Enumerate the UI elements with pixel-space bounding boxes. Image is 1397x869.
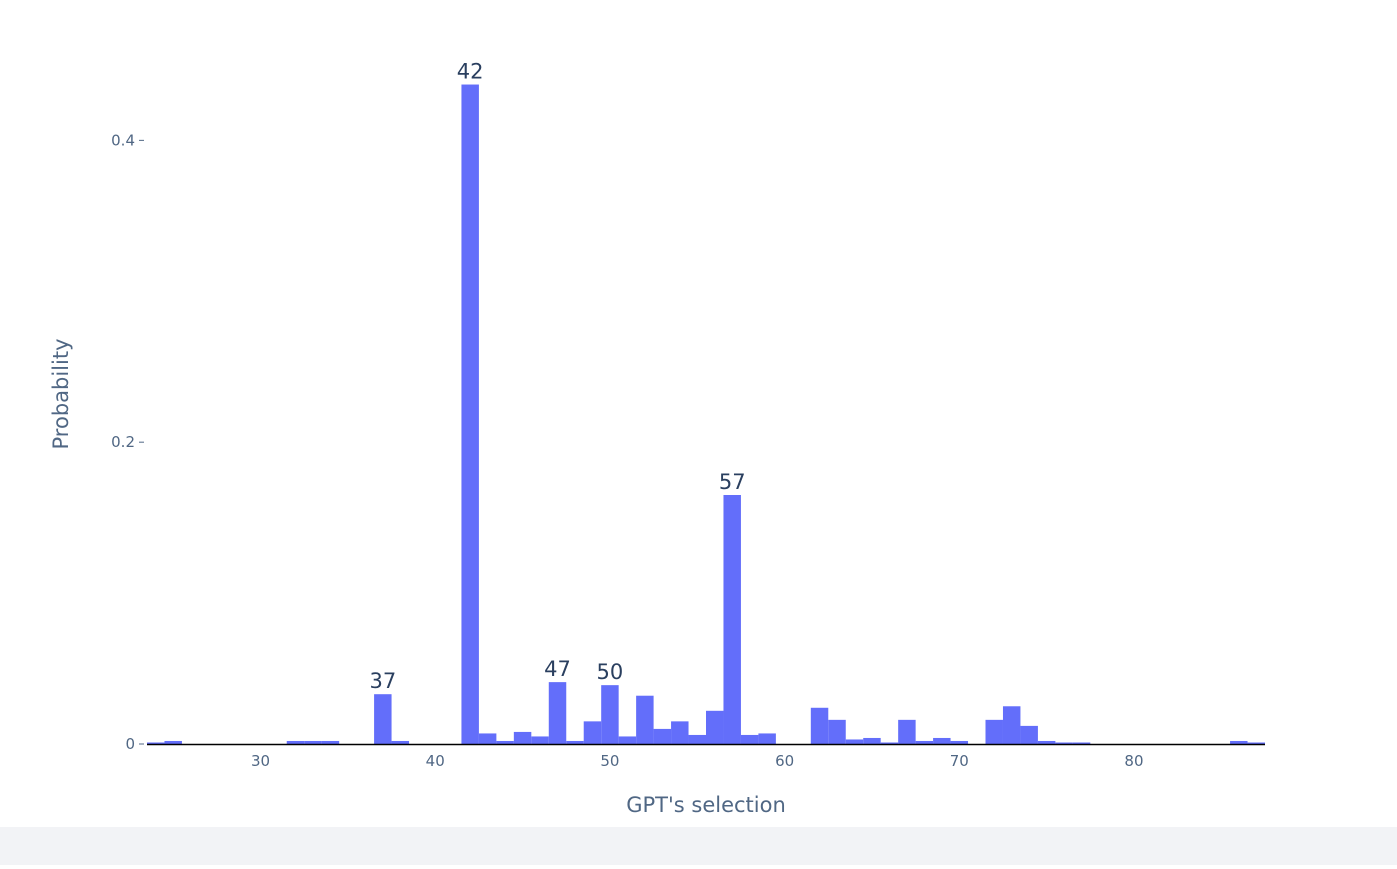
bar-32 [286, 740, 305, 744]
bar-72 [985, 719, 1003, 744]
bar-label-50: 50 [597, 660, 624, 684]
y-tick-labels: 0 0.2 0.4 [111, 131, 144, 753]
x-tick-labels: 30 40 50 60 70 80 [251, 752, 1144, 770]
bar-62 [810, 707, 829, 744]
x-axis-title: GPT's selection [626, 793, 786, 817]
bar-47 [548, 682, 567, 744]
bar-87 [1247, 742, 1265, 744]
bar-73 [1002, 706, 1021, 744]
bar-53 [653, 728, 672, 744]
bar-70 [950, 740, 969, 744]
bar-65 [863, 737, 881, 744]
bar-86 [1230, 740, 1248, 744]
bar-56 [706, 710, 724, 744]
bar-labels-group: 37 42 47 50 57 [369, 60, 745, 694]
bar-54 [671, 721, 689, 744]
bar-37 [374, 694, 392, 744]
x-tick-label-60: 60 [775, 752, 794, 770]
bars-group [147, 84, 1265, 744]
bottom-strip [0, 827, 1397, 865]
bar-74 [1020, 725, 1038, 744]
y-tick-label-0: 0 [125, 735, 135, 753]
bar-51 [618, 736, 637, 744]
bar-34 [321, 740, 340, 744]
bar-48 [566, 740, 584, 744]
bar-46 [531, 736, 549, 744]
bar-50 [601, 685, 619, 744]
bar-55 [688, 734, 706, 744]
bar-69 [933, 737, 951, 744]
bar-66 [880, 742, 899, 744]
y-axis-title: Probability [49, 338, 73, 449]
bar-75 [1037, 740, 1056, 744]
bar-58 [740, 734, 759, 744]
bar-33 [304, 740, 322, 744]
bar-25 [164, 740, 182, 744]
bar-76 [1055, 742, 1073, 744]
bar-43 [478, 733, 497, 744]
y-tick-label-2: 0.4 [111, 131, 135, 149]
bar-67 [898, 719, 916, 744]
bar-64 [845, 739, 864, 744]
x-tick-label-80: 80 [1124, 752, 1143, 770]
bar-label-42: 42 [457, 60, 484, 84]
bar-49 [583, 721, 602, 744]
bar-42 [461, 84, 479, 744]
bar-77 [1072, 742, 1091, 744]
bar-24 [147, 742, 165, 744]
bar-44 [496, 740, 514, 744]
x-tick-label-70: 70 [950, 752, 969, 770]
bar-63 [828, 719, 846, 744]
bar-label-37: 37 [369, 669, 396, 693]
bar-label-47: 47 [544, 657, 571, 681]
bar-label-57: 57 [719, 470, 746, 494]
bar-52 [636, 695, 654, 744]
bar-45 [513, 731, 532, 744]
x-tick-label-40: 40 [426, 752, 445, 770]
x-tick-label-30: 30 [251, 752, 270, 770]
bar-59 [758, 733, 776, 744]
x-tick-label-50: 50 [600, 752, 619, 770]
bar-57 [723, 495, 741, 744]
y-tick-label-1: 0.2 [111, 433, 135, 451]
bar-38 [391, 740, 410, 744]
bar-68 [915, 740, 934, 744]
